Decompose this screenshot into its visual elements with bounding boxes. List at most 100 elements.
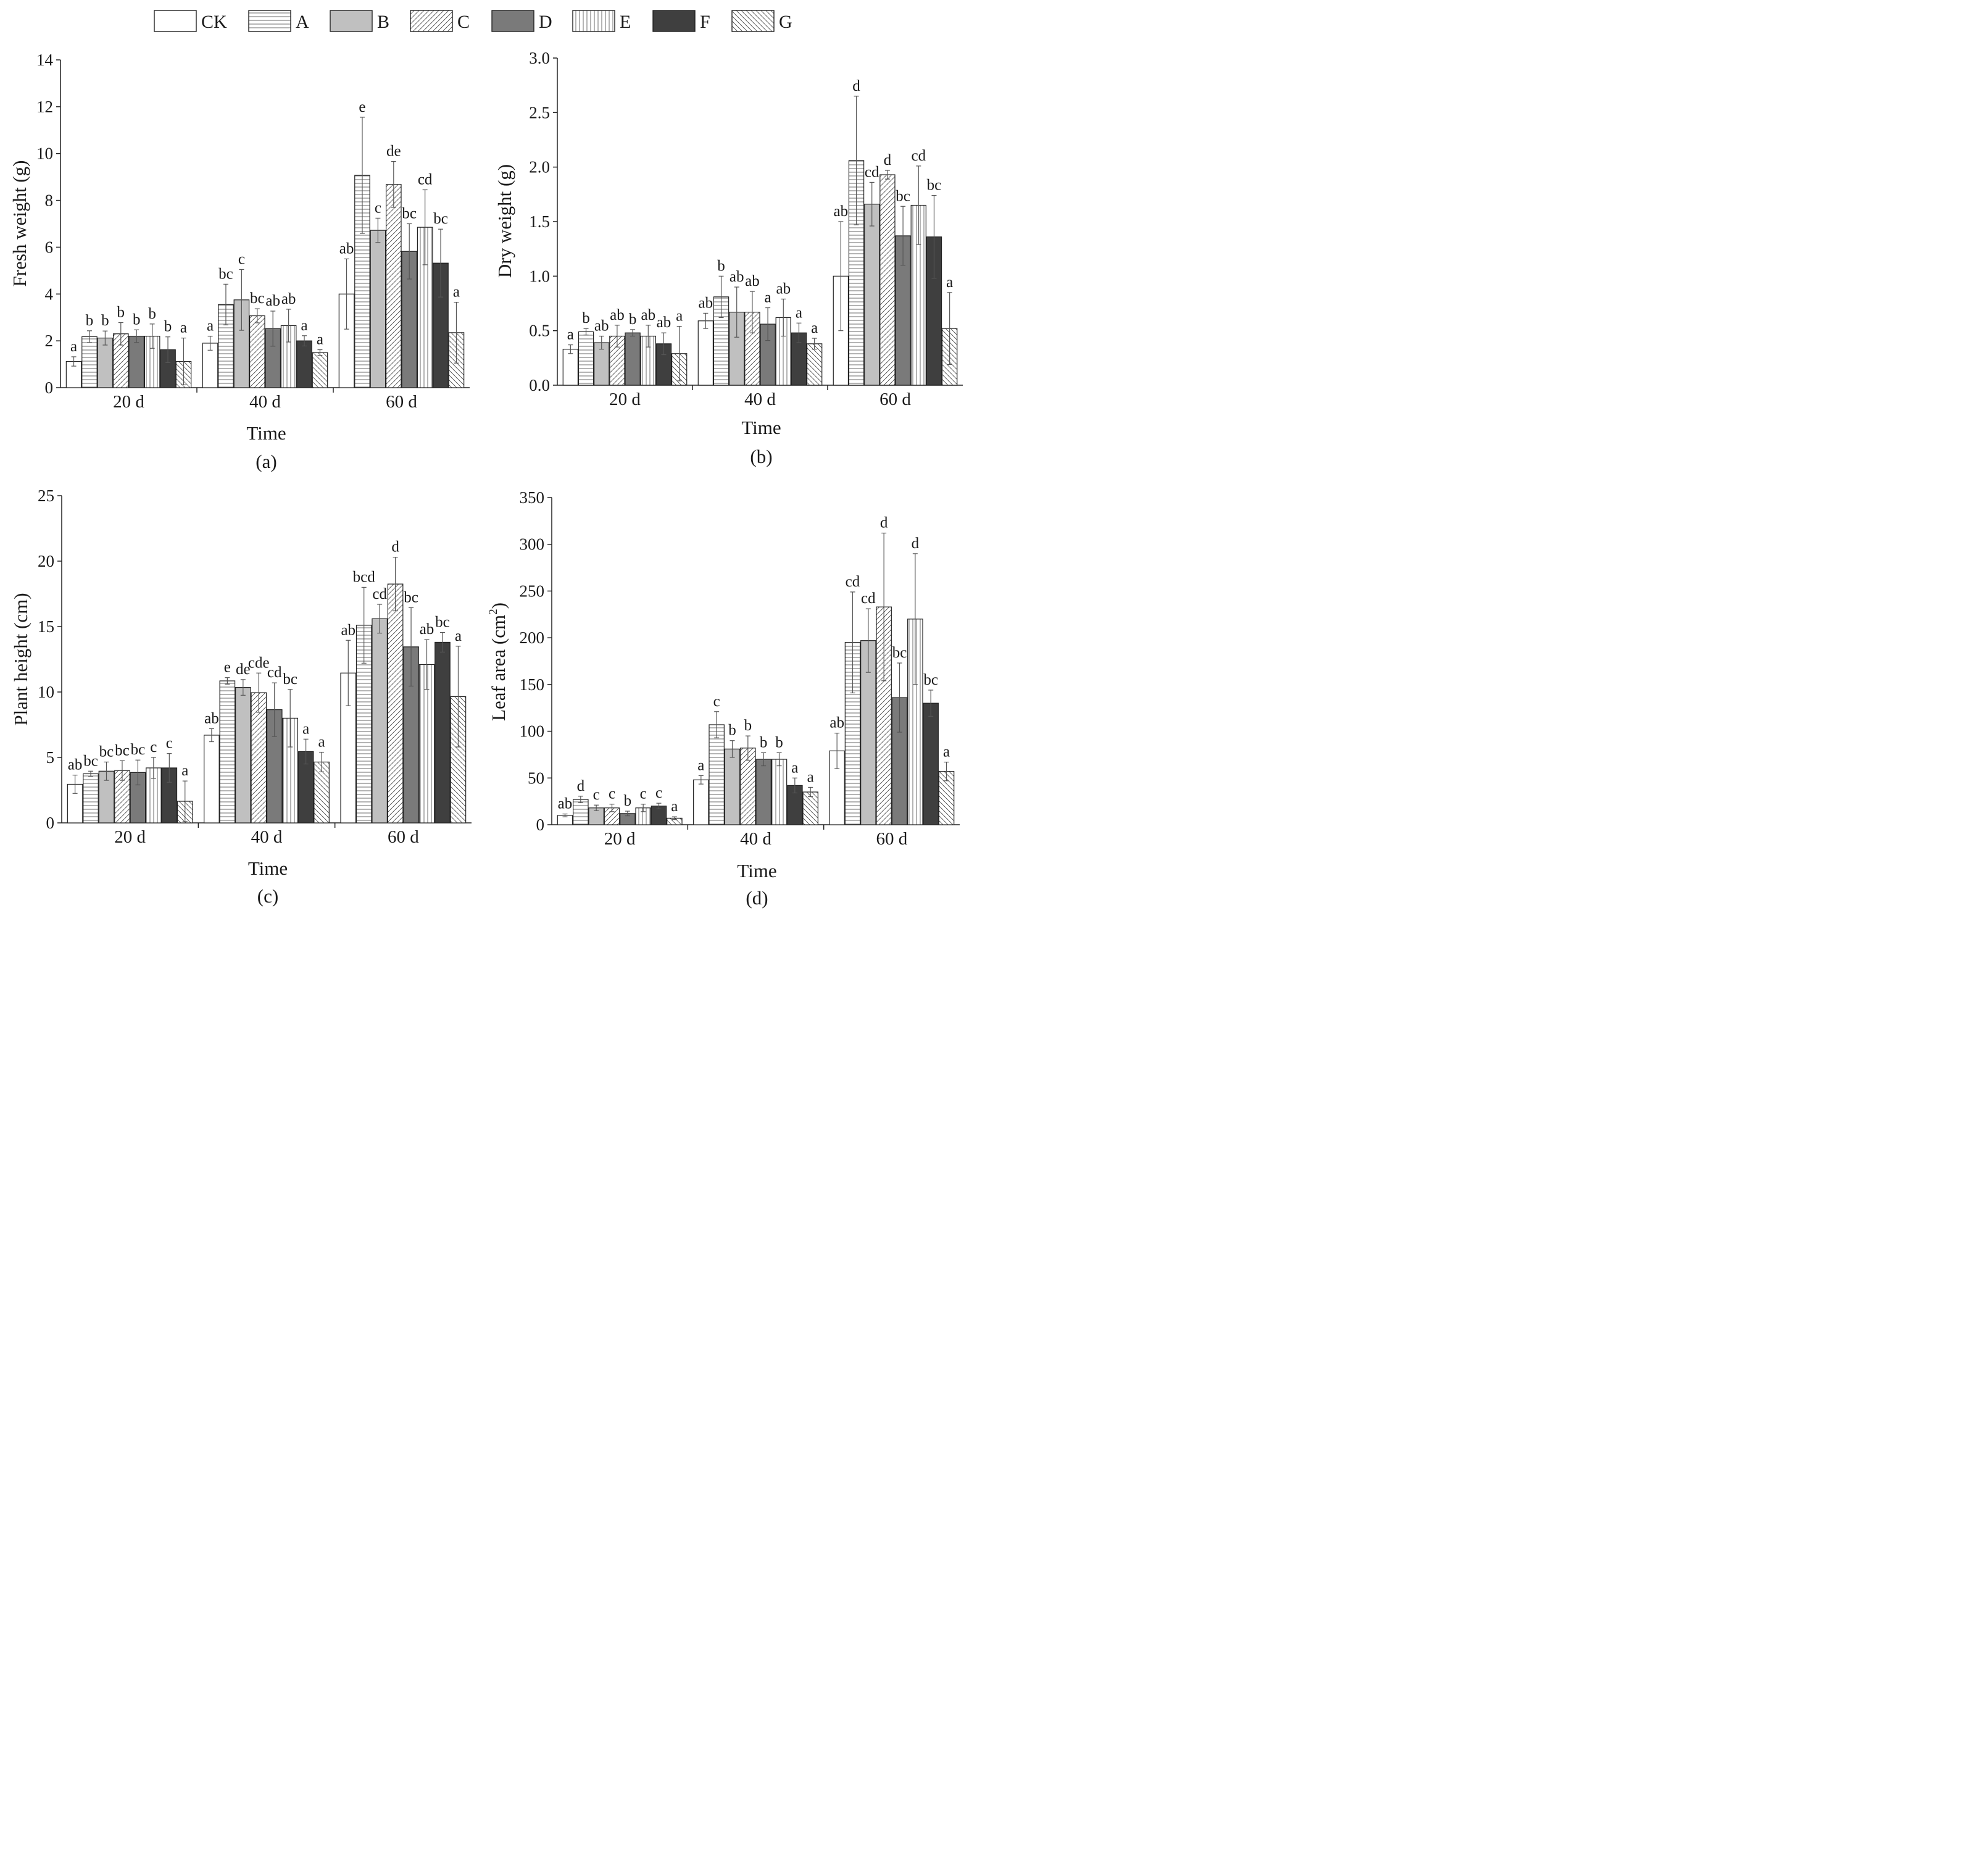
significance-letter: bc <box>99 743 114 760</box>
x-category-label: 20 d <box>604 829 636 849</box>
bar-e-60d <box>418 664 435 823</box>
y-tick-label: 0.5 <box>529 322 550 340</box>
x-category-label: 40 d <box>740 829 771 849</box>
y-axis-title-text: Plant height (cm) <box>10 593 31 725</box>
significance-letter: de <box>236 661 251 678</box>
y-tick-label: 0 <box>536 815 545 834</box>
bar-b-60d <box>370 230 386 388</box>
bar-c-60d <box>879 174 896 386</box>
significance-letter: ab <box>265 293 280 309</box>
significance-letter: a <box>301 317 307 334</box>
legend-label-e: E <box>620 12 631 32</box>
significance-letter: cd <box>267 664 282 681</box>
significance-letter: a <box>946 274 953 291</box>
significance-letter: b <box>117 304 125 321</box>
x-axis-title: Time <box>741 417 781 438</box>
significance-letter: a <box>697 757 704 774</box>
significance-letter: a <box>453 284 460 301</box>
significance-letter: bc <box>433 211 448 227</box>
significance-letter: bc <box>218 265 233 282</box>
chart-panel-b: 0.00.51.01.52.02.53.020 d 40 d 60 daababbb… <box>494 49 963 467</box>
legend-swatch-c <box>410 10 453 32</box>
significance-letter: c <box>238 251 245 267</box>
bar-d-40d <box>266 709 283 823</box>
significance-letter: a <box>791 759 798 776</box>
y-tick-label: 50 <box>528 769 544 787</box>
y-tick-label: 0 <box>45 378 54 397</box>
x-category-label: 40 d <box>251 827 283 847</box>
significance-letter: b <box>744 717 752 734</box>
x-category-label: 60 d <box>386 392 417 412</box>
bar-g-40d <box>806 343 823 386</box>
significance-letter: e <box>224 659 231 676</box>
y-tick-label: 8 <box>45 191 54 210</box>
significance-letter: cd <box>911 148 926 164</box>
significance-letter: d <box>391 539 399 556</box>
significance-letter: b <box>775 734 783 751</box>
legend-label-a: A <box>296 12 309 32</box>
panel-label: (a) <box>256 451 276 472</box>
y-tick-label: 150 <box>520 675 545 694</box>
significance-letter: c <box>640 786 647 803</box>
y-tick-label: 250 <box>520 582 545 600</box>
significance-letter: a <box>302 720 309 737</box>
x-category-label: 40 d <box>249 392 281 412</box>
significance-letter: de <box>386 143 401 160</box>
y-tick-label: 10 <box>38 683 54 701</box>
significance-letter: a <box>455 628 462 644</box>
y-axis-title: Leaf area (cm2) <box>487 602 509 721</box>
y-tick-label: 15 <box>38 617 54 636</box>
bar-c-20d <box>114 770 130 823</box>
x-category-label: 40 d <box>744 390 776 409</box>
legend-label-d: D <box>539 12 552 32</box>
bar-ck-20d <box>67 783 83 823</box>
significance-letter: bc <box>435 614 450 631</box>
significance-letter: a <box>811 320 818 336</box>
significance-letter: b <box>624 793 632 809</box>
significance-letter: a <box>317 331 323 348</box>
significance-letter: ab <box>281 291 296 307</box>
legend: CK A B C D E F G <box>154 10 792 32</box>
bar-d-20d <box>625 332 641 386</box>
significance-letter: b <box>582 310 590 327</box>
significance-letter: a <box>943 744 950 761</box>
significance-letter: e <box>359 99 365 115</box>
significance-letter: b <box>86 312 94 329</box>
significance-letter: cd <box>865 164 879 180</box>
legend-swatch-g <box>731 10 775 32</box>
legend-swatch-b <box>330 10 373 32</box>
panel-label: (d) <box>746 887 768 909</box>
x-category-label: 20 d <box>113 392 144 412</box>
y-axis-title: Fresh weight (g) <box>9 161 30 287</box>
bar-d-20d <box>128 335 145 388</box>
bar-a-40d <box>219 680 236 823</box>
y-axis-title: Plant height (cm) <box>10 593 31 725</box>
y-tick-label: 20 <box>38 552 54 570</box>
panel-label: (c) <box>257 885 278 907</box>
bar-f-60d <box>923 702 939 825</box>
x-category-label: 20 d <box>114 827 146 847</box>
legend-label-f: F <box>700 12 710 32</box>
y-tick-label: 350 <box>520 488 545 507</box>
significance-letter: cd <box>418 172 433 188</box>
significance-letter: b <box>728 722 736 739</box>
significance-letter: ab <box>699 294 713 311</box>
bar-a-20d <box>83 773 99 823</box>
y-tick-label: 2.0 <box>529 158 550 177</box>
bar-f-60d <box>434 641 451 823</box>
y-tick-label: 200 <box>520 628 545 647</box>
significance-letter: ab <box>730 269 744 285</box>
significance-letter: bc <box>892 644 907 661</box>
legend-swatch-d <box>491 10 534 32</box>
significance-letter: a <box>207 318 214 335</box>
significance-letter: cde <box>248 654 270 671</box>
y-tick-label: 2 <box>45 331 54 350</box>
y-tick-label: 300 <box>520 535 545 554</box>
x-category-label: 20 d <box>609 390 641 409</box>
significance-letter: d <box>852 78 860 94</box>
bar-ck-40d <box>204 735 220 823</box>
y-tick-label: 14 <box>36 51 54 69</box>
